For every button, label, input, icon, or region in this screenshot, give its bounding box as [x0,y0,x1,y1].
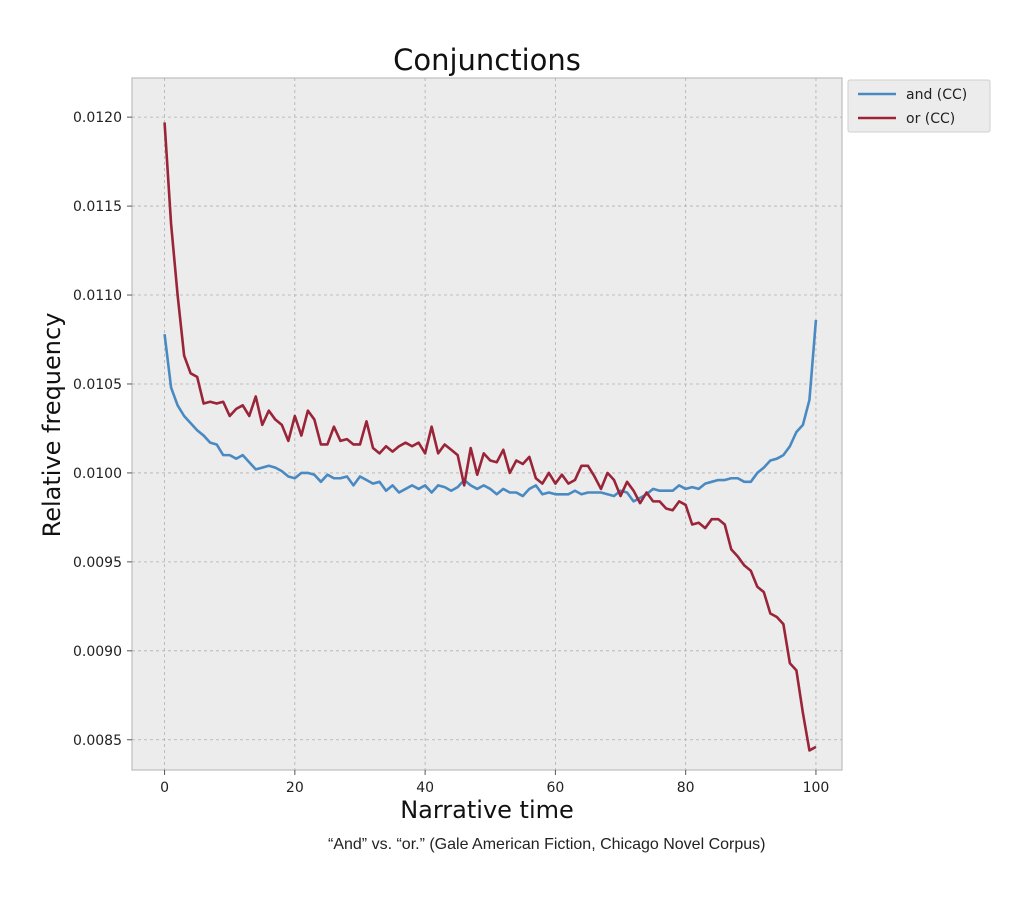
y-tick-label: 0.0090 [73,644,122,660]
y-tick-label: 0.0095 [73,555,122,571]
x-axis-ticks: 0 20 40 60 80 100 [160,770,829,796]
x-tick-label: 20 [286,780,304,796]
x-axis-label: Narrative time [400,796,574,824]
legend-entry-label: and (CC) [906,87,967,103]
x-tick-label: 60 [546,780,564,796]
y-tick-label: 0.0085 [73,733,122,749]
y-axis-ticks: 0.0085 0.0090 0.0095 0.0100 0.0105 0.0110 0.01… [73,110,132,749]
y-tick-label: 0.0120 [73,110,122,126]
x-tick-label: 80 [677,780,695,796]
caption-text: “And” vs. “or.” (Gale American Fiction, … [328,836,766,853]
x-tick-label: 40 [416,780,434,796]
line-chart: 0 20 40 60 80 100 0.00850.00900.00950.01000.0… [38,43,991,824]
y-tick-label: 0.0100 [73,466,122,482]
y-tick-label: 0.0110 [73,288,122,304]
legend: and (CC) or (CC) [847,79,991,133]
y-axis-label: Relative frequency [38,313,66,538]
x-tick-label: 100 [803,780,830,796]
series-layer [163,122,818,752]
legend-entry-label: or (CC) [906,111,955,127]
series-line-and [163,319,818,503]
plot-area [131,77,843,771]
y-tick-label: 0.0105 [73,377,122,393]
y-tick-label: 0.0115 [73,199,122,215]
series-line-or [163,122,817,752]
x-tick-label: 0 [160,780,169,796]
chart-title: Conjunctions [393,43,581,77]
grid-lines [132,78,842,770]
